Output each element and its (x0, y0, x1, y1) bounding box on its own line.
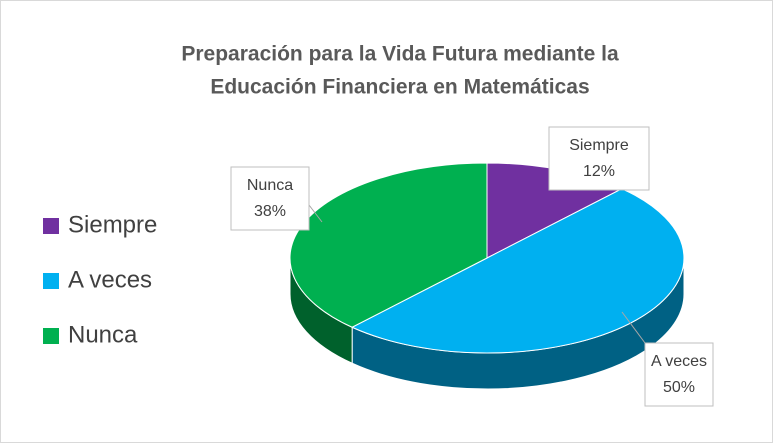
data-label-box (644, 342, 714, 407)
data-label-box (548, 126, 650, 191)
legend-label: A veces (68, 266, 152, 293)
legend-swatch (43, 328, 59, 344)
legend-label: Siempre (68, 211, 157, 238)
legend-swatch (43, 218, 59, 234)
data-label-box (230, 166, 310, 231)
data-label-name: Siempre (569, 137, 629, 154)
data-label-value: 12% (583, 163, 615, 180)
leader-line (308, 204, 323, 223)
data-label-name: A veces (651, 353, 707, 370)
data-label-value: 50% (663, 379, 695, 396)
legend-swatch (43, 273, 59, 289)
legend-label: Nunca (68, 321, 138, 348)
leader-line (621, 311, 646, 344)
chart-title: Educación Financiera en Matemáticas (210, 76, 589, 99)
data-label-name: Nunca (247, 177, 293, 194)
data-label-value: 38% (254, 203, 286, 220)
chart-title: Preparación para la Vida Futura mediante… (181, 43, 619, 66)
